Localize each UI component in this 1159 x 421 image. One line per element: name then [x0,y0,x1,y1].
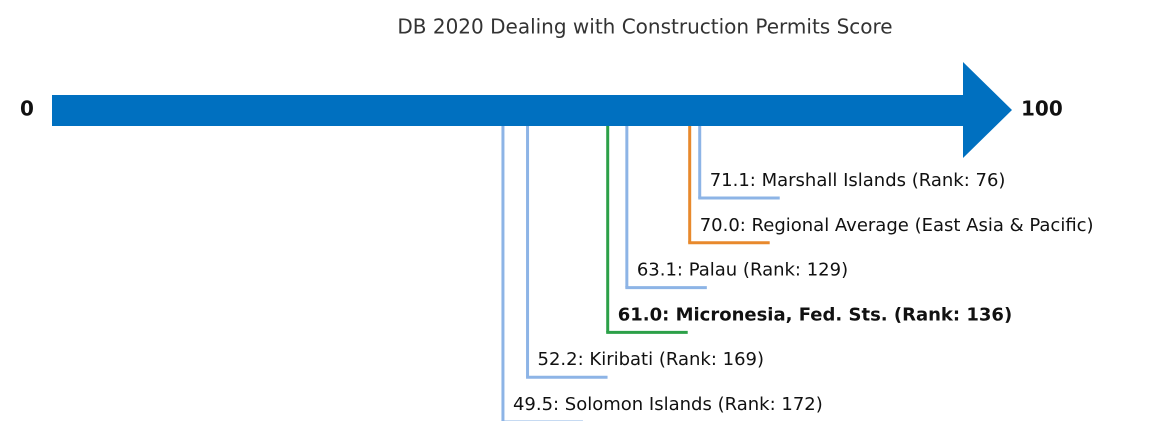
chart-title: DB 2020 Dealing with Construction Permit… [397,15,892,39]
marker-label: 52.2: Kiribati (Rank: 169) [538,349,764,370]
axis-end-label: 100 [1021,97,1063,121]
marker-label: 63.1: Palau (Rank: 129) [637,260,848,281]
marker-label: 61.0: Micronesia, Fed. Sts. (Rank: 136) [618,304,1012,325]
axis-end-label: 0 [20,97,34,121]
marker-label: 70.0: Regional Average (East Asia & Paci… [700,215,1094,236]
marker-label: 49.5: Solomon Islands (Rank: 172) [513,394,823,415]
marker-label: 71.1: Marshall Islands (Rank: 76) [710,170,1006,191]
axis-arrow [52,62,1012,158]
